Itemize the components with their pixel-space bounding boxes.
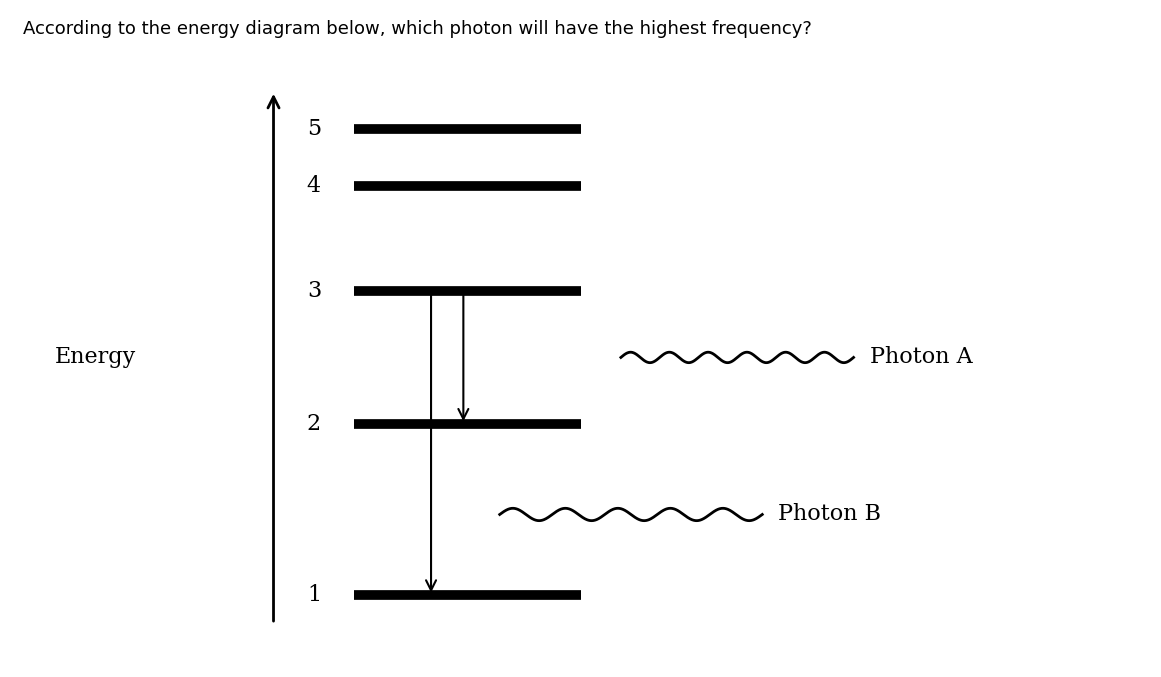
Text: 3: 3 — [307, 280, 322, 302]
Text: Energy: Energy — [56, 347, 136, 368]
Text: Photon A: Photon A — [870, 347, 973, 368]
Text: 1: 1 — [307, 584, 320, 607]
Text: 2: 2 — [307, 413, 320, 435]
Text: 5: 5 — [307, 118, 320, 140]
Text: Photon B: Photon B — [778, 504, 881, 525]
Text: According to the energy diagram below, which photon will have the highest freque: According to the energy diagram below, w… — [23, 20, 812, 39]
Text: 4: 4 — [307, 175, 320, 197]
